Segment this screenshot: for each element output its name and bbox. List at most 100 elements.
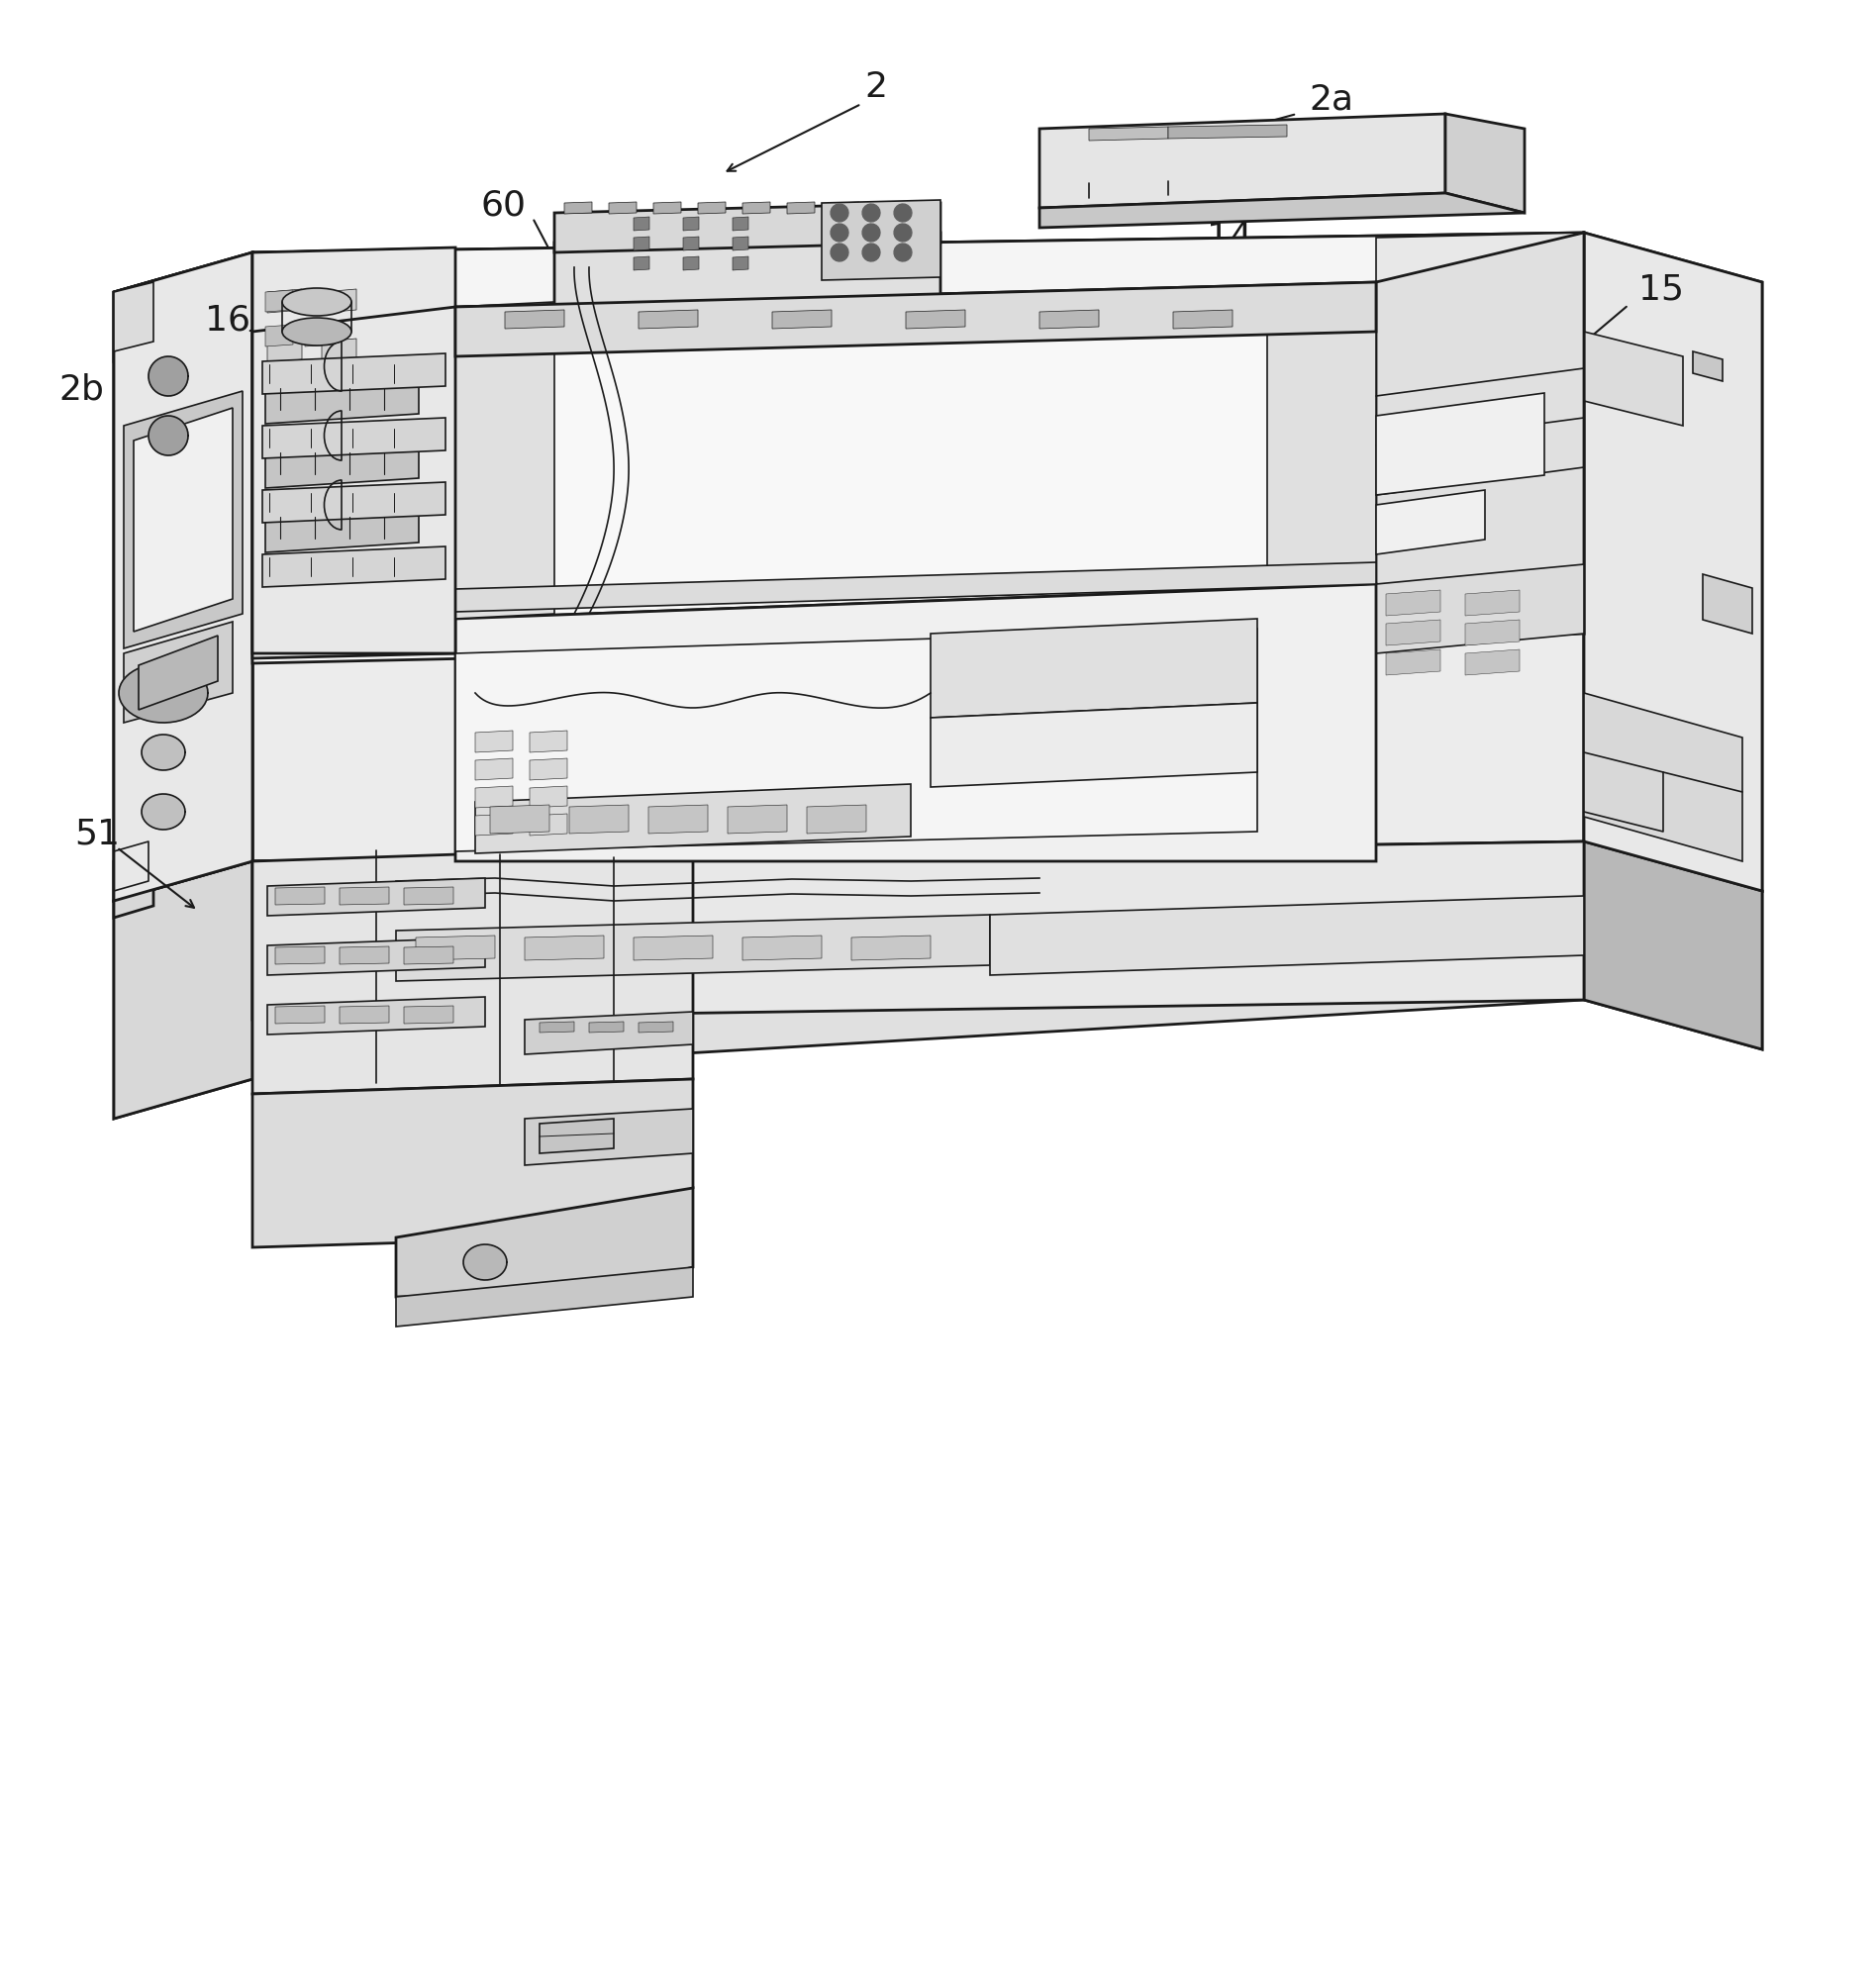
Polygon shape [463,1245,507,1280]
Polygon shape [734,256,749,270]
Polygon shape [831,201,859,213]
Polygon shape [1039,114,1445,207]
Polygon shape [1583,840,1762,1050]
Polygon shape [416,935,495,961]
Polygon shape [1172,310,1233,329]
Polygon shape [895,203,912,221]
Polygon shape [340,888,388,906]
Polygon shape [863,223,880,241]
Ellipse shape [281,288,351,316]
Polygon shape [114,253,253,902]
Text: 2: 2 [865,71,887,105]
Polygon shape [253,846,692,1093]
Polygon shape [266,339,302,363]
Polygon shape [1386,590,1441,616]
Polygon shape [831,203,848,221]
Polygon shape [456,282,1377,337]
Polygon shape [1039,310,1099,329]
Polygon shape [490,805,550,833]
Polygon shape [306,326,332,347]
Polygon shape [529,758,567,779]
Polygon shape [610,201,636,213]
Polygon shape [1445,114,1525,213]
Polygon shape [1377,233,1583,639]
Polygon shape [930,620,1257,718]
Polygon shape [253,247,456,653]
Polygon shape [323,438,356,462]
Text: 2a: 2a [1309,83,1354,116]
Polygon shape [863,243,880,260]
Polygon shape [634,217,649,231]
Polygon shape [734,217,749,231]
Polygon shape [139,635,218,710]
Polygon shape [1266,282,1377,586]
Polygon shape [540,1022,574,1032]
Polygon shape [1377,489,1486,554]
Polygon shape [263,481,445,523]
Polygon shape [743,201,771,213]
Polygon shape [1465,590,1520,616]
Polygon shape [263,547,445,588]
Polygon shape [253,840,1583,1020]
Polygon shape [306,290,332,312]
Polygon shape [634,237,649,251]
Text: 15: 15 [1638,272,1685,306]
Polygon shape [683,217,700,231]
Polygon shape [638,310,698,329]
Text: 14: 14 [1206,221,1253,255]
Polygon shape [263,353,445,395]
Polygon shape [265,440,418,487]
Polygon shape [114,253,253,902]
Polygon shape [276,888,325,906]
Polygon shape [456,282,1377,620]
Polygon shape [831,243,848,260]
Polygon shape [734,237,749,251]
Polygon shape [253,308,456,653]
Polygon shape [396,915,991,981]
Polygon shape [263,418,445,458]
Polygon shape [340,947,388,965]
Polygon shape [266,389,302,412]
Text: 51: 51 [75,817,120,850]
Polygon shape [456,302,555,620]
Polygon shape [266,290,302,314]
Polygon shape [475,730,512,752]
Polygon shape [1583,331,1683,426]
Polygon shape [114,850,154,917]
Text: 53: 53 [418,1054,463,1087]
Polygon shape [403,888,454,906]
Polygon shape [475,813,512,835]
Polygon shape [773,310,831,329]
Polygon shape [906,310,966,329]
Polygon shape [634,935,713,961]
Polygon shape [728,805,788,833]
Polygon shape [822,199,940,280]
Polygon shape [1386,620,1441,645]
Text: 9: 9 [336,288,358,322]
Polygon shape [266,438,302,462]
Text: 2b: 2b [58,373,103,406]
Polygon shape [124,391,242,649]
Polygon shape [148,416,188,456]
Polygon shape [266,996,486,1034]
Polygon shape [930,702,1257,787]
Polygon shape [831,223,848,241]
Polygon shape [1465,620,1520,645]
Polygon shape [456,562,1377,612]
Polygon shape [323,339,356,363]
Polygon shape [1377,564,1583,653]
Polygon shape [540,1119,613,1154]
Text: 60: 60 [480,187,525,221]
Polygon shape [265,505,418,552]
Polygon shape [683,237,700,251]
Polygon shape [253,1079,692,1247]
Polygon shape [276,947,325,965]
Polygon shape [265,290,293,312]
Polygon shape [698,201,726,213]
Polygon shape [141,734,186,769]
Polygon shape [525,935,604,961]
Polygon shape [1583,233,1762,892]
Polygon shape [863,203,880,221]
Polygon shape [788,201,814,213]
Polygon shape [253,233,1583,663]
